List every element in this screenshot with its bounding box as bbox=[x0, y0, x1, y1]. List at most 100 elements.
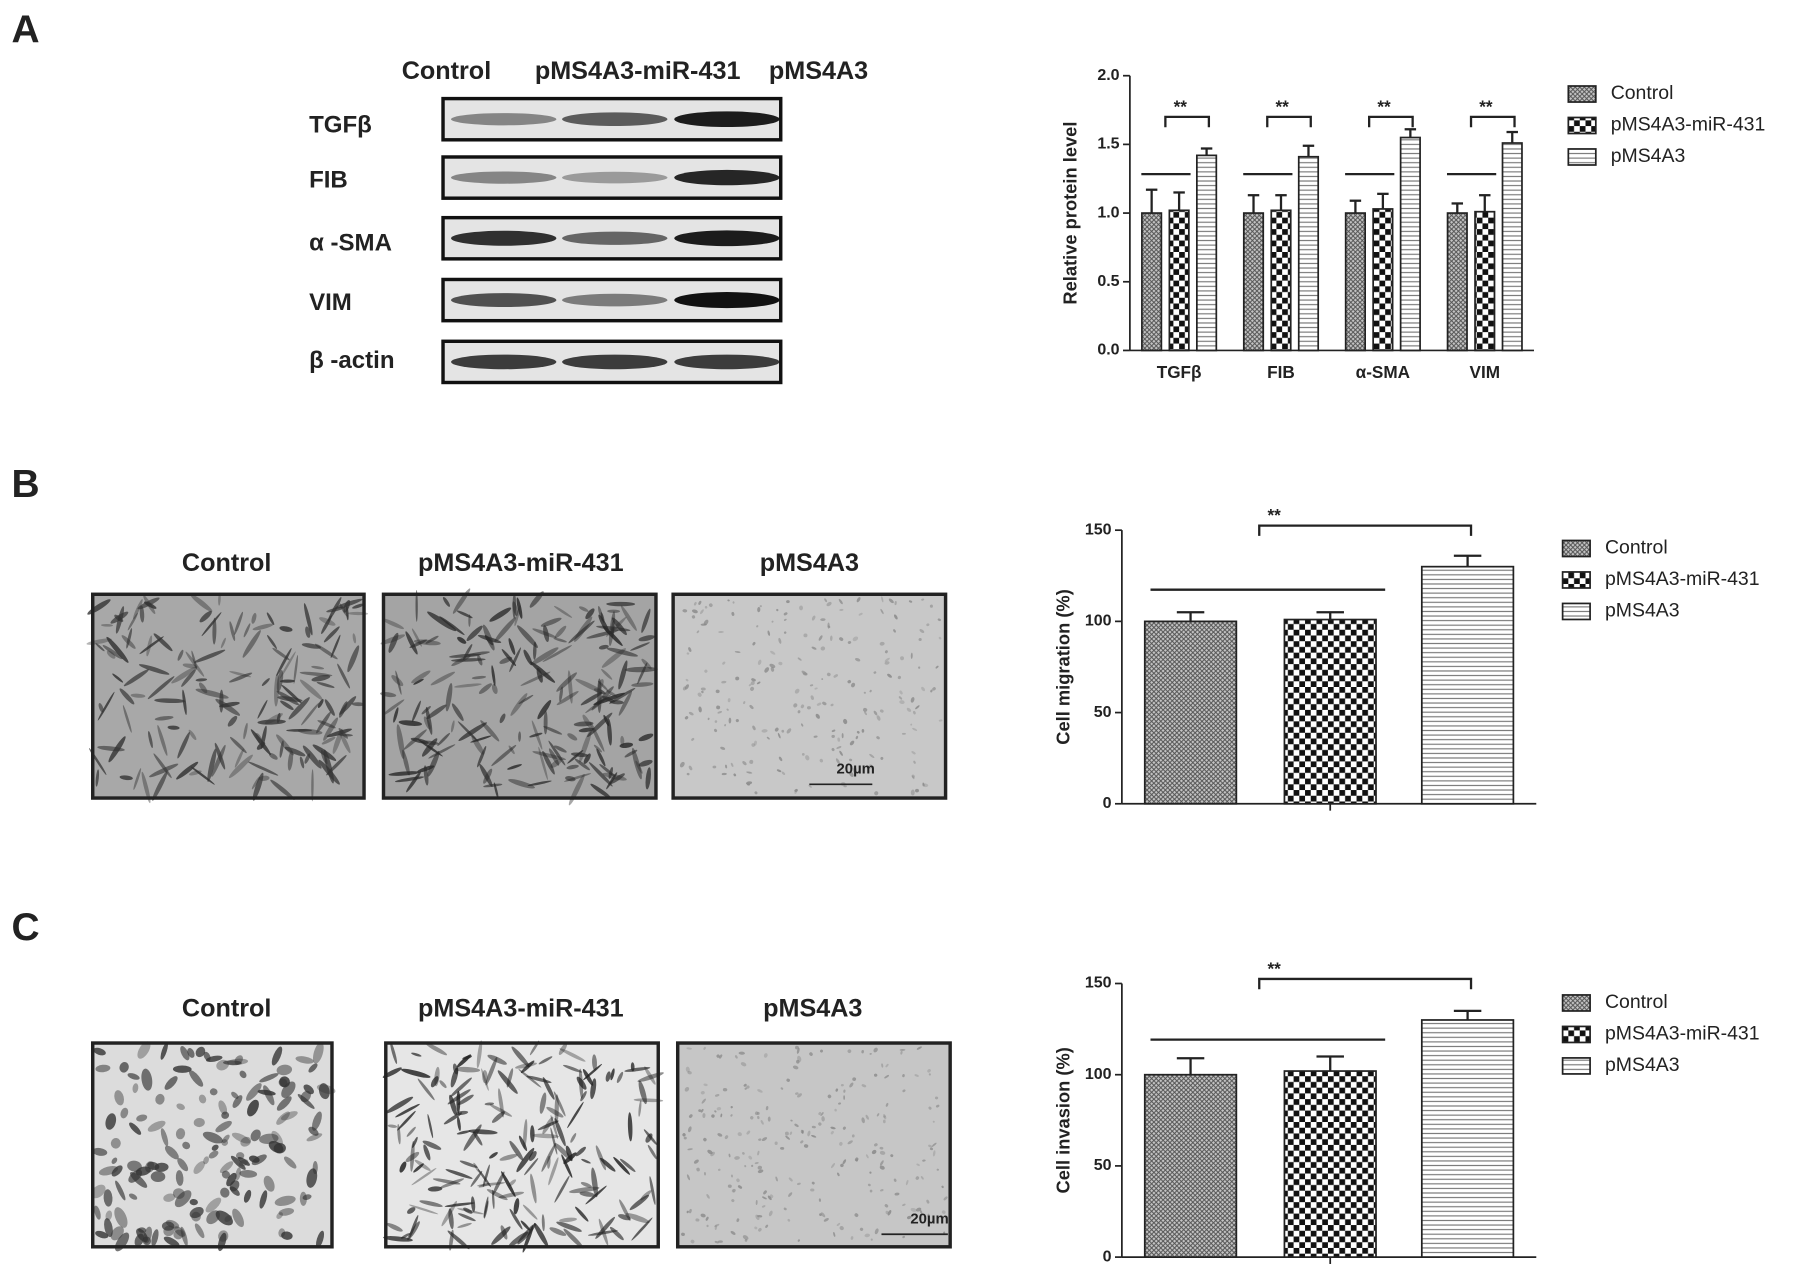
cell bbox=[786, 600, 790, 604]
cell bbox=[871, 1149, 877, 1155]
cell bbox=[708, 603, 713, 608]
cell bbox=[767, 630, 771, 636]
cell bbox=[849, 758, 853, 762]
cell bbox=[620, 605, 637, 631]
cell bbox=[850, 1236, 854, 1240]
blot-band bbox=[674, 230, 780, 247]
cell bbox=[934, 1096, 939, 1100]
cell bbox=[587, 1230, 618, 1236]
micrograph-frame bbox=[91, 592, 366, 800]
cell bbox=[752, 641, 756, 646]
legend-label: Control bbox=[1605, 991, 1668, 1013]
cell bbox=[818, 635, 823, 641]
cell bbox=[855, 735, 859, 740]
cell bbox=[430, 671, 456, 686]
cell bbox=[276, 647, 292, 676]
image-label: pMS4A3-miR-431 bbox=[418, 549, 624, 577]
micrograph bbox=[86, 592, 369, 804]
cell bbox=[115, 1180, 126, 1201]
cell bbox=[160, 1042, 168, 1060]
cell bbox=[893, 629, 896, 633]
cell bbox=[579, 1191, 595, 1197]
cell bbox=[930, 689, 933, 693]
cell bbox=[154, 698, 186, 704]
cell bbox=[715, 689, 720, 694]
cell bbox=[852, 767, 857, 774]
cell bbox=[203, 1051, 211, 1061]
cell bbox=[427, 611, 457, 632]
cell bbox=[337, 663, 351, 689]
panel-label: C bbox=[11, 906, 39, 949]
cell bbox=[756, 1111, 760, 1115]
cell bbox=[218, 1100, 228, 1115]
cell bbox=[188, 729, 197, 741]
cell bbox=[554, 1094, 559, 1124]
cell bbox=[222, 1134, 230, 1144]
cell bbox=[811, 1135, 817, 1138]
cell bbox=[139, 605, 145, 623]
cell bbox=[783, 1207, 787, 1211]
cell bbox=[272, 647, 290, 661]
cell bbox=[232, 1095, 243, 1108]
cell bbox=[897, 675, 901, 680]
cell bbox=[549, 1227, 567, 1236]
cell bbox=[706, 1224, 709, 1228]
cell bbox=[818, 1122, 822, 1126]
cell bbox=[834, 1108, 837, 1112]
cell bbox=[910, 723, 913, 726]
cell bbox=[608, 766, 613, 779]
cell bbox=[195, 678, 208, 682]
cell bbox=[317, 699, 324, 708]
cell bbox=[228, 754, 253, 779]
cell bbox=[451, 655, 471, 667]
cell bbox=[937, 618, 941, 622]
cell bbox=[910, 652, 913, 659]
cell bbox=[417, 739, 443, 757]
cell bbox=[840, 1083, 844, 1087]
cell bbox=[182, 663, 198, 669]
cell bbox=[311, 674, 331, 682]
cell bbox=[550, 1127, 558, 1155]
cell bbox=[130, 1172, 148, 1188]
cell bbox=[686, 772, 690, 776]
cell bbox=[413, 1163, 424, 1173]
cell bbox=[532, 751, 567, 761]
cell bbox=[638, 1080, 647, 1105]
cell bbox=[576, 1076, 587, 1090]
cell bbox=[757, 1089, 763, 1093]
cell bbox=[770, 667, 775, 672]
cell bbox=[393, 707, 399, 723]
y-tick-label: 0 bbox=[1103, 794, 1112, 812]
bar bbox=[1283, 618, 1377, 805]
cell bbox=[193, 1161, 205, 1174]
cell bbox=[453, 683, 482, 688]
cell bbox=[276, 1064, 293, 1076]
cell bbox=[771, 620, 774, 623]
cell bbox=[276, 734, 294, 756]
cell bbox=[783, 631, 787, 634]
cell bbox=[567, 1101, 584, 1129]
cell bbox=[399, 1161, 407, 1173]
cell bbox=[704, 669, 708, 673]
cell bbox=[821, 678, 824, 681]
cell bbox=[691, 737, 695, 741]
cell bbox=[742, 1152, 745, 1155]
cell bbox=[512, 601, 518, 616]
cell bbox=[457, 1222, 472, 1228]
cell bbox=[830, 1163, 836, 1169]
cell bbox=[837, 1172, 840, 1177]
cell bbox=[561, 1154, 573, 1178]
cell bbox=[155, 1093, 165, 1105]
cell bbox=[855, 657, 861, 662]
cell bbox=[928, 1073, 931, 1076]
cell bbox=[813, 735, 818, 738]
cell bbox=[602, 772, 627, 781]
cell bbox=[758, 1227, 762, 1232]
cell bbox=[146, 635, 153, 657]
cell bbox=[820, 1112, 824, 1116]
cell bbox=[851, 682, 856, 688]
legend-label: pMS4A3 bbox=[1605, 600, 1680, 622]
cell bbox=[759, 605, 762, 608]
cell bbox=[899, 1048, 906, 1051]
cell bbox=[795, 1092, 799, 1095]
